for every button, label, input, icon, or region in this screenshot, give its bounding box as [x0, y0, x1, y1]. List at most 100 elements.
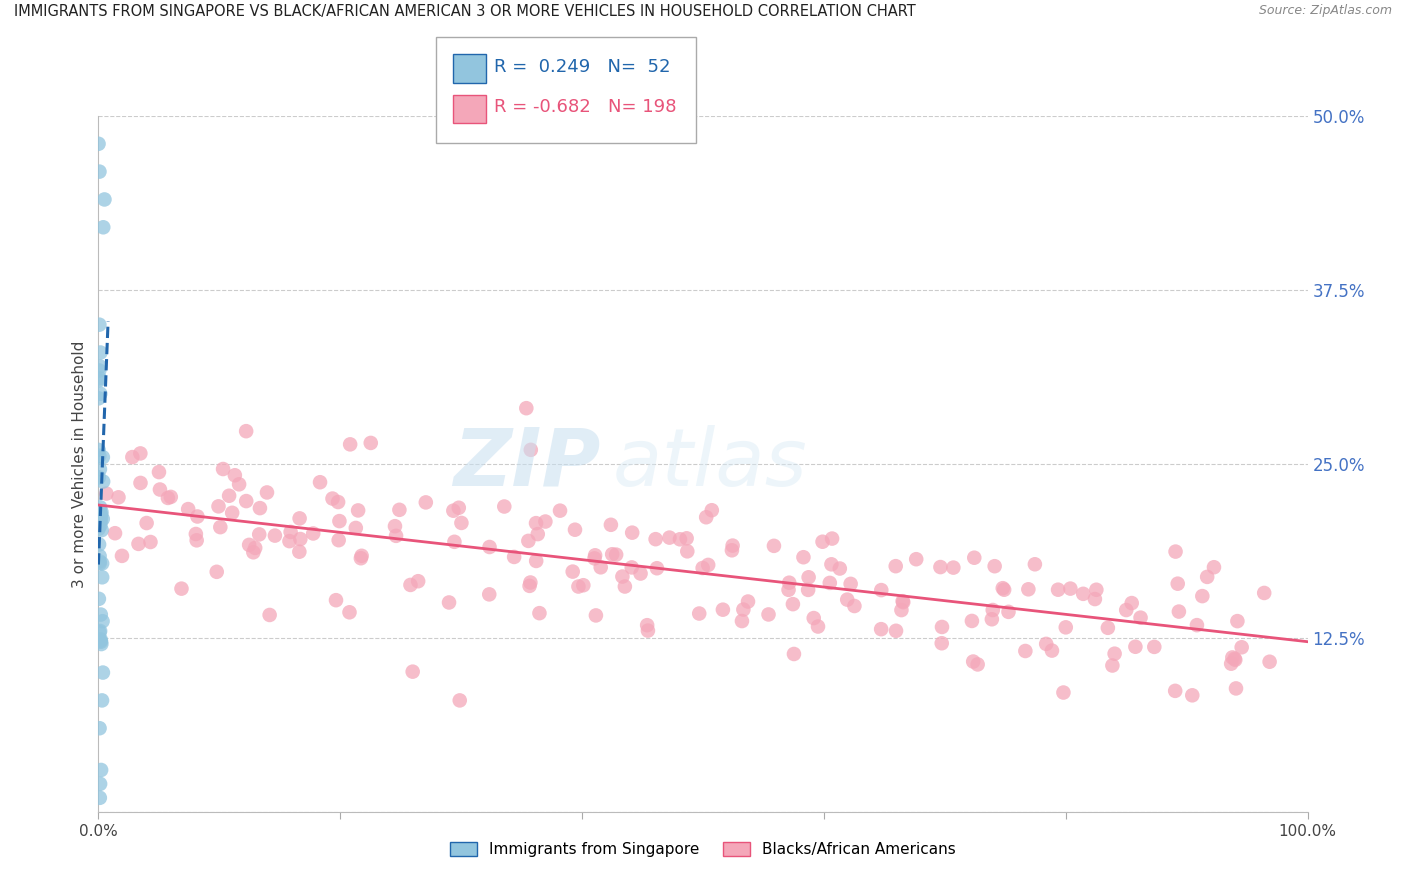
- Point: [87, 470, 110, 484]
- Point: [962, 655, 984, 669]
- Point: [700, 503, 723, 517]
- Point: [811, 534, 834, 549]
- Point: [249, 501, 271, 516]
- Point: [89, 721, 111, 735]
- Point: [529, 606, 551, 620]
- Point: [991, 581, 1014, 595]
- Point: [1097, 621, 1119, 635]
- Point: [184, 527, 207, 541]
- Point: [870, 583, 893, 598]
- Point: [645, 561, 668, 575]
- Point: [449, 693, 471, 707]
- Point: [519, 579, 541, 593]
- Point: [983, 559, 1005, 574]
- Point: [264, 528, 287, 542]
- Point: [89, 790, 111, 805]
- Point: [1115, 603, 1137, 617]
- Point: [697, 558, 720, 572]
- Text: R = -0.682   N= 198: R = -0.682 N= 198: [494, 98, 676, 116]
- Point: [91, 570, 114, 584]
- Point: [605, 548, 627, 562]
- Point: [807, 619, 830, 633]
- Point: [803, 611, 825, 625]
- Point: [1017, 582, 1039, 597]
- Text: ZIP: ZIP: [453, 425, 600, 503]
- Point: [1084, 592, 1107, 607]
- Point: [599, 517, 621, 532]
- Point: [384, 519, 406, 533]
- Point: [1071, 587, 1094, 601]
- Point: [1104, 647, 1126, 661]
- Point: [91, 693, 114, 707]
- Point: [688, 607, 710, 621]
- Point: [583, 551, 606, 566]
- Point: [960, 614, 983, 628]
- Point: [630, 566, 652, 581]
- Point: [347, 503, 370, 517]
- Point: [1101, 658, 1123, 673]
- Point: [89, 505, 111, 519]
- Point: [782, 597, 804, 611]
- Point: [583, 549, 606, 563]
- Point: [224, 468, 246, 483]
- Point: [89, 554, 111, 568]
- Point: [135, 516, 157, 530]
- Point: [737, 594, 759, 608]
- Point: [156, 491, 179, 505]
- Point: [302, 526, 325, 541]
- Point: [127, 537, 149, 551]
- Point: [891, 594, 914, 608]
- Point: [778, 575, 800, 590]
- Point: [695, 510, 717, 524]
- Point: [589, 560, 612, 574]
- Point: [90, 523, 112, 537]
- Point: [111, 549, 134, 563]
- Point: [104, 526, 127, 541]
- Point: [837, 592, 859, 607]
- Point: [91, 512, 114, 526]
- Point: [89, 518, 111, 533]
- Point: [247, 527, 270, 541]
- Point: [385, 529, 408, 543]
- Point: [839, 577, 862, 591]
- Y-axis label: 3 or more Vehicles in Household: 3 or more Vehicles in Household: [72, 340, 87, 588]
- Point: [669, 533, 692, 547]
- Point: [89, 624, 111, 638]
- Point: [637, 624, 659, 638]
- Point: [1143, 640, 1166, 654]
- Point: [90, 505, 112, 519]
- Point: [91, 450, 114, 465]
- Point: [1059, 582, 1081, 596]
- Point: [89, 514, 111, 528]
- Point: [778, 582, 800, 597]
- Point: [235, 494, 257, 508]
- Point: [87, 442, 110, 457]
- Point: [1052, 685, 1074, 699]
- Point: [733, 602, 755, 616]
- Point: [526, 527, 548, 541]
- Point: [360, 436, 382, 450]
- Point: [1202, 560, 1225, 574]
- Point: [731, 614, 754, 628]
- Point: [89, 634, 111, 648]
- Point: [259, 607, 281, 622]
- Point: [1085, 582, 1108, 597]
- Point: [89, 164, 111, 178]
- Point: [758, 607, 780, 622]
- Point: [159, 490, 181, 504]
- Point: [256, 485, 278, 500]
- Point: [997, 605, 1019, 619]
- Point: [415, 495, 437, 509]
- Point: [288, 545, 311, 559]
- Point: [534, 515, 557, 529]
- Point: [207, 500, 229, 514]
- Point: [1258, 655, 1281, 669]
- Point: [87, 136, 110, 151]
- Point: [1040, 643, 1063, 657]
- Point: [87, 392, 110, 406]
- Point: [90, 507, 112, 521]
- Point: [891, 595, 914, 609]
- Point: [321, 491, 343, 506]
- Point: [443, 534, 465, 549]
- Point: [890, 603, 912, 617]
